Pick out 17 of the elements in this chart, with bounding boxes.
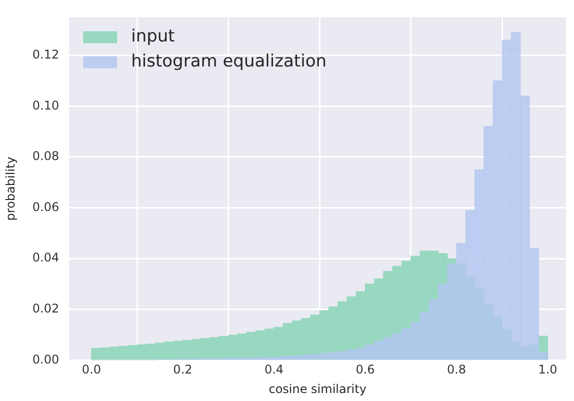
y-tick-label: 0.08 (32, 149, 60, 164)
x-tick-label: 0.2 (173, 362, 192, 377)
y-tick-label: 0.10 (32, 98, 60, 112)
y-tick-label: 0.04 (32, 250, 60, 265)
x-tick-label: 0.4 (264, 362, 284, 377)
legend-label: histogram equalization (131, 52, 327, 72)
y-tick-label: 0.12 (32, 47, 60, 62)
x-tick-label: 0.0 (82, 362, 102, 377)
x-tick-label: 1.0 (538, 362, 558, 377)
x-tick-label: 0.8 (446, 362, 466, 377)
x-axis-title: cosine similarity (268, 382, 366, 396)
x-tick-label: 0.6 (356, 362, 375, 377)
y-axis-title: probability (3, 156, 18, 221)
y-tick-label: 0.06 (32, 200, 60, 214)
y-tick-label: 0.02 (32, 302, 60, 316)
y-tick-label: 0.00 (32, 352, 60, 366)
legend-label: input (131, 26, 176, 47)
